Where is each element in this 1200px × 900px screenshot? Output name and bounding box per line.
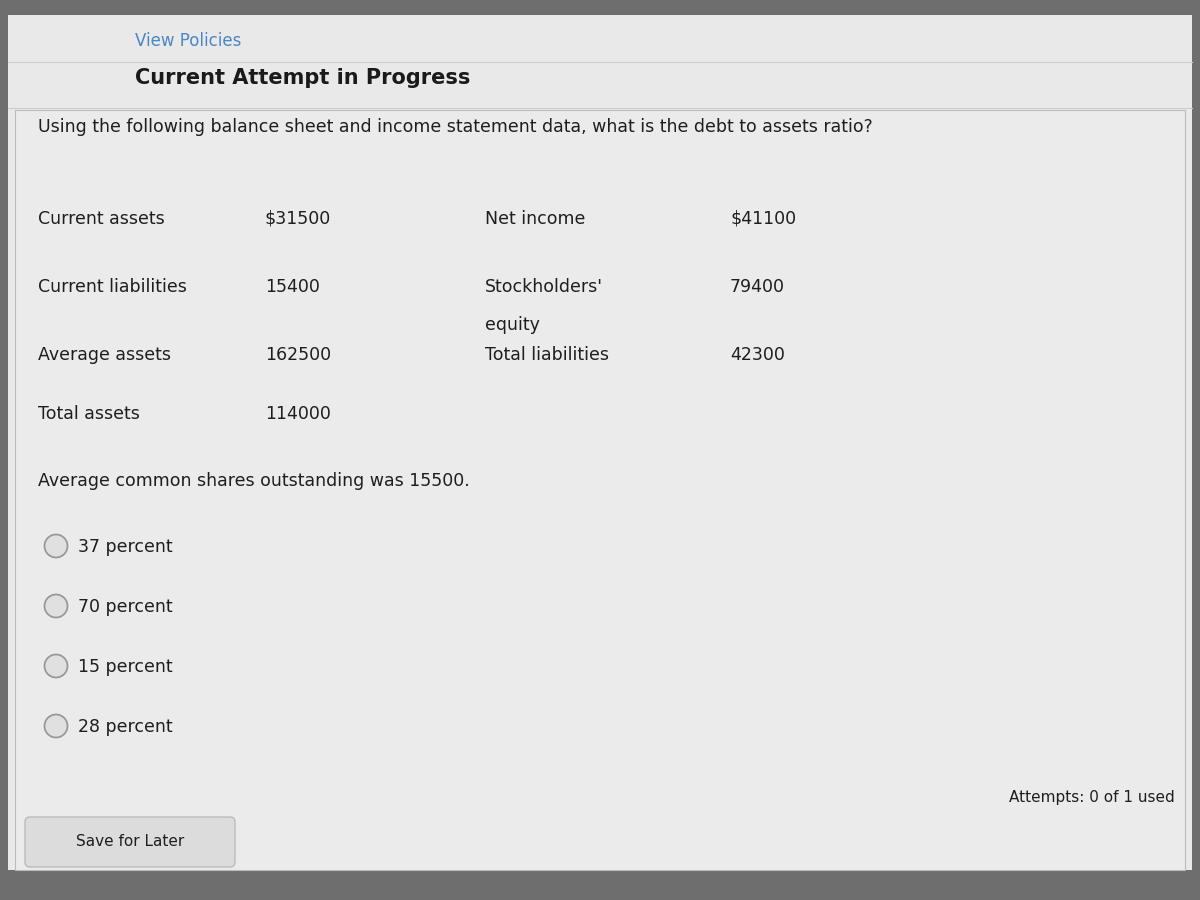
Circle shape [44, 715, 67, 737]
Text: $41100: $41100 [730, 210, 796, 228]
Text: 70 percent: 70 percent [78, 598, 173, 616]
Text: 15400: 15400 [265, 278, 320, 296]
Circle shape [44, 535, 67, 557]
Text: Attempts: 0 of 1 used: Attempts: 0 of 1 used [1009, 790, 1175, 805]
Text: Average common shares outstanding was 15500.: Average common shares outstanding was 15… [38, 472, 469, 490]
Text: 28 percent: 28 percent [78, 718, 173, 736]
Text: equity: equity [485, 316, 540, 334]
Text: 79400: 79400 [730, 278, 785, 296]
Text: 42300: 42300 [730, 346, 785, 364]
FancyBboxPatch shape [8, 15, 1192, 870]
Circle shape [44, 654, 67, 678]
Text: Save for Later: Save for Later [76, 834, 184, 850]
Text: Current Attempt in Progress: Current Attempt in Progress [134, 68, 470, 88]
Text: 114000: 114000 [265, 405, 331, 423]
Text: Stockholders': Stockholders' [485, 278, 604, 296]
Text: Total liabilities: Total liabilities [485, 346, 610, 364]
Text: 15 percent: 15 percent [78, 658, 173, 676]
Text: $31500: $31500 [265, 210, 331, 228]
Text: 162500: 162500 [265, 346, 331, 364]
Text: Current assets: Current assets [38, 210, 164, 228]
FancyBboxPatch shape [25, 817, 235, 867]
Text: Average assets: Average assets [38, 346, 172, 364]
Text: Current liabilities: Current liabilities [38, 278, 187, 296]
Text: View Policies: View Policies [134, 32, 241, 50]
Text: Using the following balance sheet and income statement data, what is the debt to: Using the following balance sheet and in… [38, 118, 872, 136]
FancyBboxPatch shape [14, 110, 1186, 870]
Text: Total assets: Total assets [38, 405, 140, 423]
Text: Net income: Net income [485, 210, 586, 228]
Circle shape [44, 595, 67, 617]
Text: 37 percent: 37 percent [78, 538, 173, 556]
